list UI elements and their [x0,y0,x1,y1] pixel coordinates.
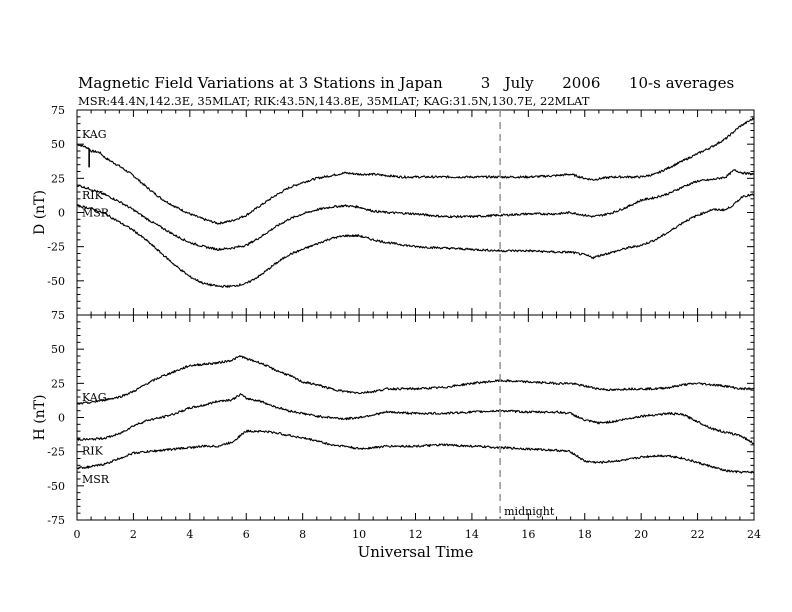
x-tick-label: 22 [691,528,705,541]
y-tick-label: 25 [51,172,65,185]
x-axis-label: Universal Time [358,543,474,561]
series-line-msr [76,193,755,288]
x-tick-label: 12 [409,528,423,541]
series-label-msr: MSR [82,473,110,486]
y-tick-label: 0 [58,412,65,425]
series-label-kag: KAG [82,391,107,404]
x-tick-label: 18 [578,528,592,541]
series-line-rik [76,168,755,251]
x-tick-label: 2 [130,528,137,541]
y-tick-label: 0 [58,207,65,220]
series-label-rik: RIK [82,189,104,202]
y-tick-label: -75 [47,514,65,527]
y-axis-label: D (nT) [32,190,48,235]
y-axis-label: H (nT) [32,395,48,441]
series-line-rik [76,393,755,445]
x-tick-label: 10 [352,528,366,541]
x-tick-label: 14 [465,528,479,541]
y-tick-label: 75 [51,309,65,322]
y-tick-label: -50 [47,275,65,288]
x-tick-label: 8 [299,528,306,541]
x-tick-label: 4 [186,528,193,541]
panel-frame [76,314,755,521]
y-tick-label: 25 [51,377,65,390]
figure-subtitle: MSR:44.4N,142.3E, 35MLAT; RIK:43.5N,143.… [78,94,590,108]
d-component-panel: 75 50 25 0 -25 -50 D (nT) KAG RIK MSR [32,104,755,316]
y-tick-label: -25 [47,446,65,459]
x-tick-label: 0 [74,528,81,541]
series-line-msr [76,429,755,474]
x-tick-label: 16 [521,528,535,541]
series-label-rik: RIK [82,444,104,457]
series-line-kag [76,355,755,405]
y-tick-label: 75 [51,104,65,117]
midnight-label: midnight [504,505,555,518]
y-tick-label: 50 [51,138,65,151]
panel-frame [76,109,755,316]
series-label-kag: KAG [82,128,107,141]
y-tick-label: 50 [51,343,65,356]
x-tick-label: 6 [243,528,250,541]
series-line-kag [76,117,755,225]
figure-title: Magnetic Field Variations at 3 Stations … [78,74,734,92]
x-tick-label: 24 [747,528,761,541]
y-tick-label: -25 [47,241,65,254]
x-tick-label: 20 [634,528,648,541]
series-label-msr: MSR [82,207,110,220]
y-tick-label: -50 [47,480,65,493]
